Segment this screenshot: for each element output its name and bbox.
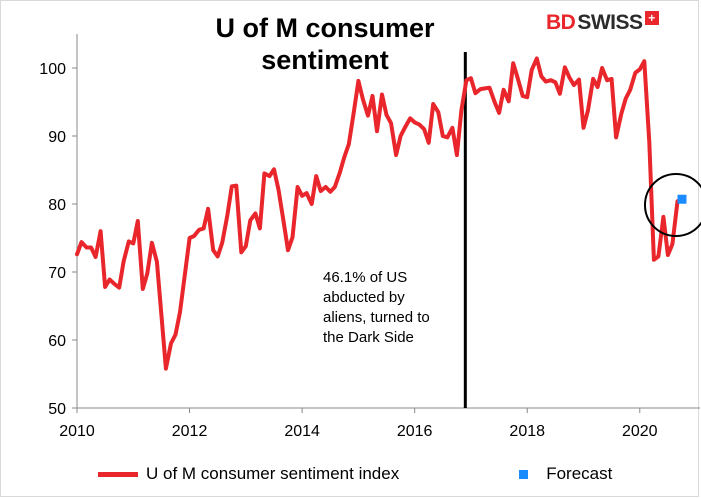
x-tick-label: 2020	[622, 423, 658, 440]
x-tick-label: 2018	[509, 423, 545, 440]
y-tick-label: 50	[48, 401, 66, 418]
chart-legend: U of M consumer sentiment index Forecast	[98, 462, 612, 486]
x-tick-label: 2014	[284, 423, 320, 440]
x-tick-label: 2016	[397, 423, 433, 440]
forecast-point	[677, 194, 687, 204]
highlight-circle	[644, 173, 701, 237]
legend-label-forecast: Forecast	[546, 464, 613, 483]
chart-title: U of M consumer sentiment	[215, 13, 435, 75]
legend-label-index: U of M consumer sentiment index	[146, 464, 400, 483]
y-tick-label: 70	[48, 265, 66, 282]
y-tick-label: 100	[39, 61, 66, 78]
chart-annotation: 46.1% of US abducted by aliens, turned t…	[323, 269, 430, 346]
logo-swiss: SWISS	[577, 11, 643, 34]
x-tick-label: 2012	[172, 423, 208, 440]
y-tick-label: 60	[48, 333, 66, 350]
legend-line-swatch	[98, 471, 138, 477]
x-tick-label: 2010	[59, 423, 95, 440]
logo-cross-icon: +	[644, 11, 659, 25]
legend-square-swatch	[519, 469, 529, 479]
logo-bd: BD	[546, 11, 576, 34]
y-tick-label: 90	[48, 129, 66, 146]
brand-logo: BD SWISS +	[546, 10, 659, 36]
series-line-consumer-sentiment	[75, 56, 680, 371]
y-tick-label: 80	[48, 197, 66, 214]
